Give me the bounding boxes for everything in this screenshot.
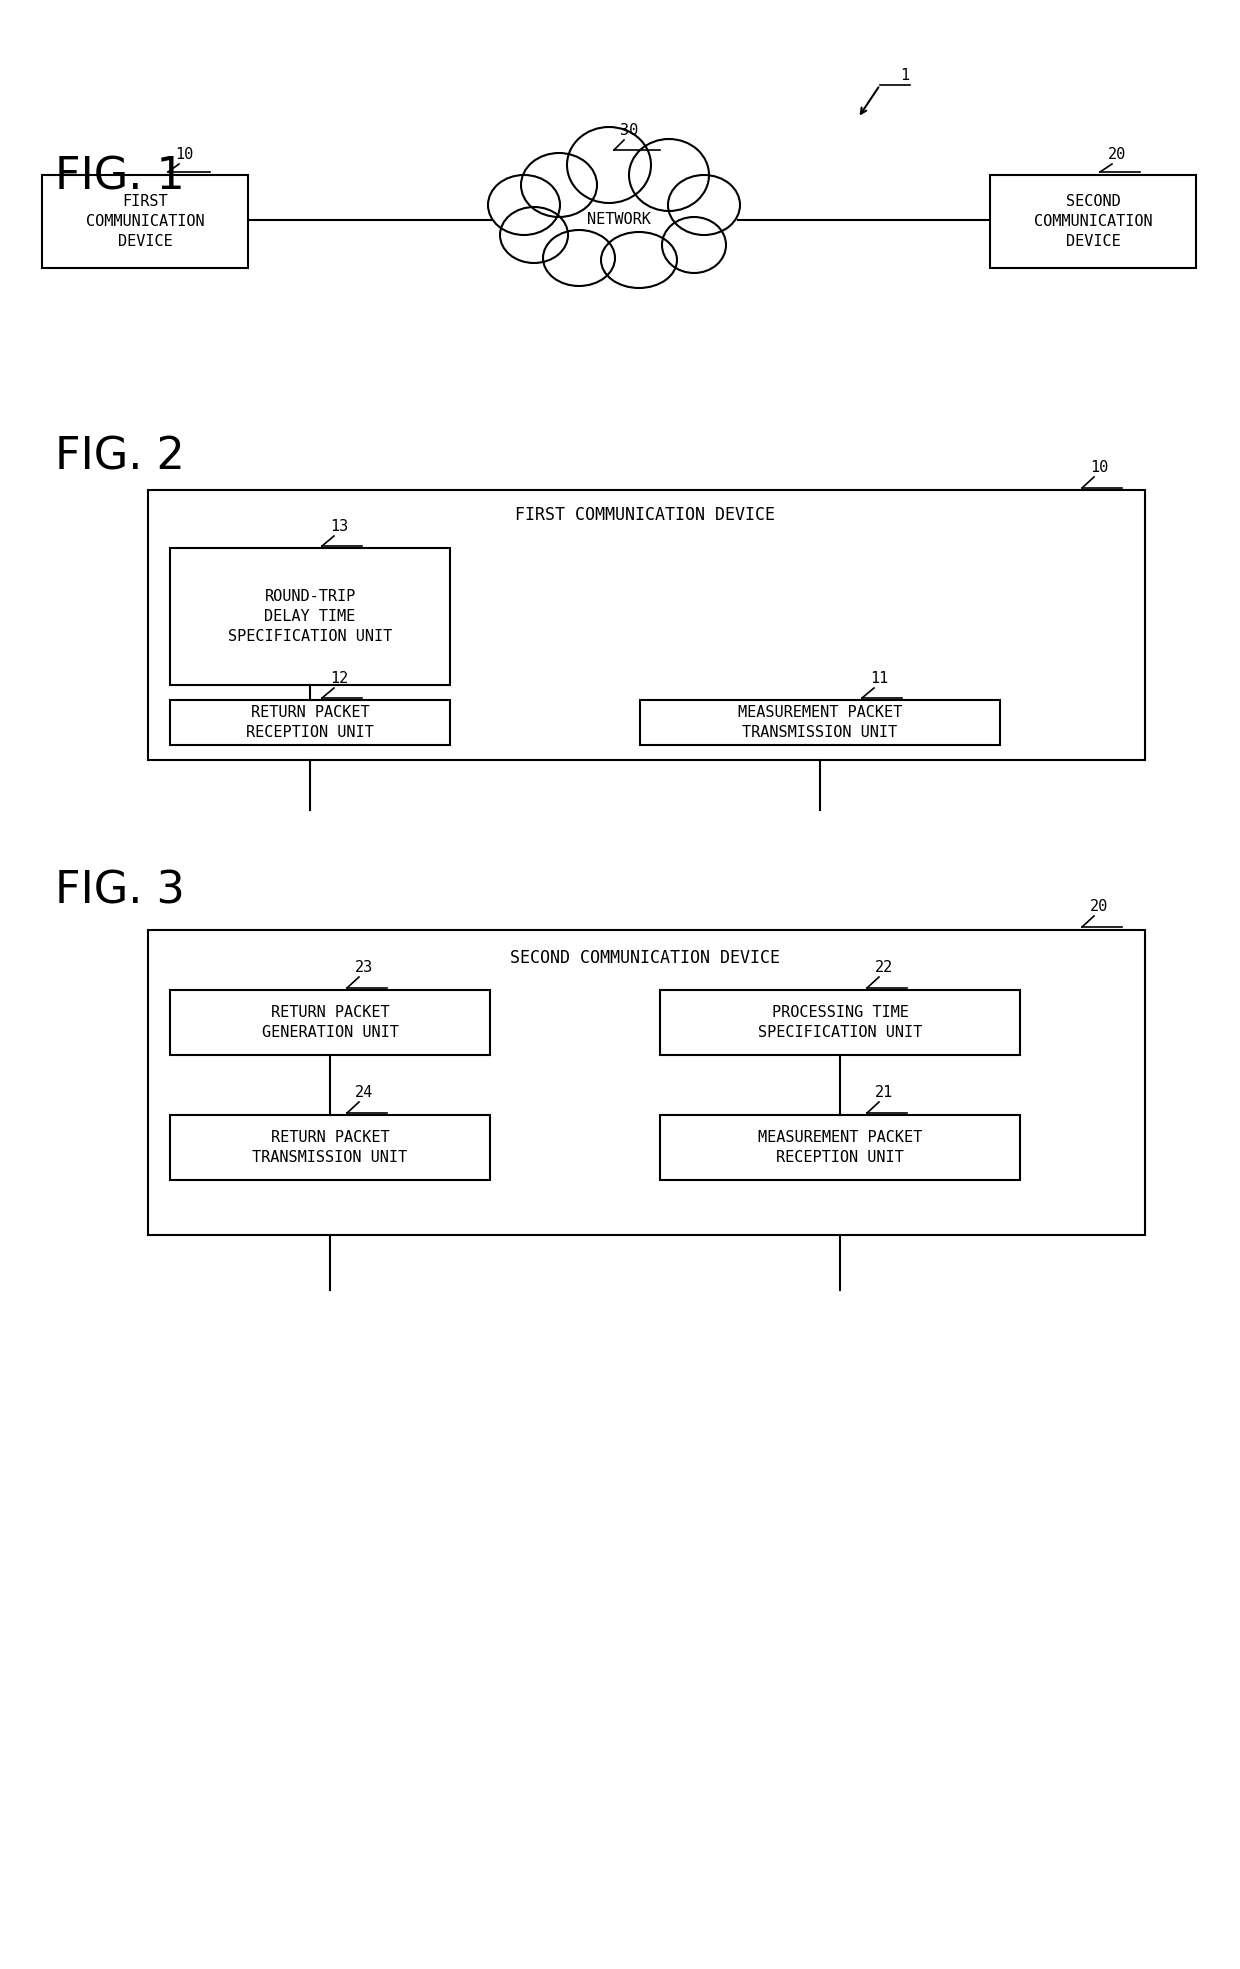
Bar xyxy=(42,175,248,268)
Text: 24: 24 xyxy=(355,1085,373,1101)
Text: 10: 10 xyxy=(1090,461,1109,475)
Text: SECOND COMMUNICATION DEVICE: SECOND COMMUNICATION DEVICE xyxy=(510,949,780,967)
Text: 20: 20 xyxy=(1109,148,1126,161)
Ellipse shape xyxy=(521,154,596,217)
Ellipse shape xyxy=(567,126,651,203)
Ellipse shape xyxy=(500,207,568,264)
Text: 21: 21 xyxy=(875,1085,893,1101)
Ellipse shape xyxy=(668,175,740,234)
Text: RETURN PACKET
GENERATION UNIT: RETURN PACKET GENERATION UNIT xyxy=(262,1004,398,1040)
Bar xyxy=(660,1114,1021,1179)
Text: ROUND-TRIP
DELAY TIME
SPECIFICATION UNIT: ROUND-TRIP DELAY TIME SPECIFICATION UNIT xyxy=(228,589,392,644)
Ellipse shape xyxy=(662,217,725,274)
Text: 23: 23 xyxy=(355,961,373,975)
Bar xyxy=(660,990,1021,1055)
Text: SECOND
COMMUNICATION
DEVICE: SECOND COMMUNICATION DEVICE xyxy=(1034,195,1152,248)
Text: PROCESSING TIME
SPECIFICATION UNIT: PROCESSING TIME SPECIFICATION UNIT xyxy=(758,1004,923,1040)
Ellipse shape xyxy=(489,175,560,234)
Text: 30: 30 xyxy=(620,122,639,138)
Bar xyxy=(170,701,450,744)
Ellipse shape xyxy=(543,230,615,286)
Bar xyxy=(148,490,1145,760)
Text: 13: 13 xyxy=(330,520,348,534)
Bar xyxy=(148,929,1145,1235)
Ellipse shape xyxy=(629,140,709,211)
Text: 10: 10 xyxy=(175,148,193,161)
Text: 1: 1 xyxy=(900,69,909,83)
Text: NETWORK: NETWORK xyxy=(587,213,651,228)
Text: 20: 20 xyxy=(1090,900,1109,914)
Text: FIRST COMMUNICATION DEVICE: FIRST COMMUNICATION DEVICE xyxy=(515,506,775,524)
Bar xyxy=(990,175,1197,268)
Ellipse shape xyxy=(527,173,711,268)
Text: FIG. 1: FIG. 1 xyxy=(55,156,185,199)
Text: FIG. 2: FIG. 2 xyxy=(55,435,185,478)
Bar xyxy=(170,1114,490,1179)
Text: MEASUREMENT PACKET
TRANSMISSION UNIT: MEASUREMENT PACKET TRANSMISSION UNIT xyxy=(738,705,903,740)
Bar xyxy=(640,701,999,744)
Text: RETURN PACKET
TRANSMISSION UNIT: RETURN PACKET TRANSMISSION UNIT xyxy=(253,1130,408,1166)
Text: RETURN PACKET
RECEPTION UNIT: RETURN PACKET RECEPTION UNIT xyxy=(246,705,374,740)
Text: FIG. 3: FIG. 3 xyxy=(55,870,185,914)
Text: 12: 12 xyxy=(330,671,348,685)
Text: FIRST
COMMUNICATION
DEVICE: FIRST COMMUNICATION DEVICE xyxy=(86,195,205,248)
Bar xyxy=(170,547,450,685)
Text: 11: 11 xyxy=(870,671,888,685)
Text: 22: 22 xyxy=(875,961,893,975)
Ellipse shape xyxy=(601,232,677,287)
Bar xyxy=(170,990,490,1055)
Text: MEASUREMENT PACKET
RECEPTION UNIT: MEASUREMENT PACKET RECEPTION UNIT xyxy=(758,1130,923,1166)
